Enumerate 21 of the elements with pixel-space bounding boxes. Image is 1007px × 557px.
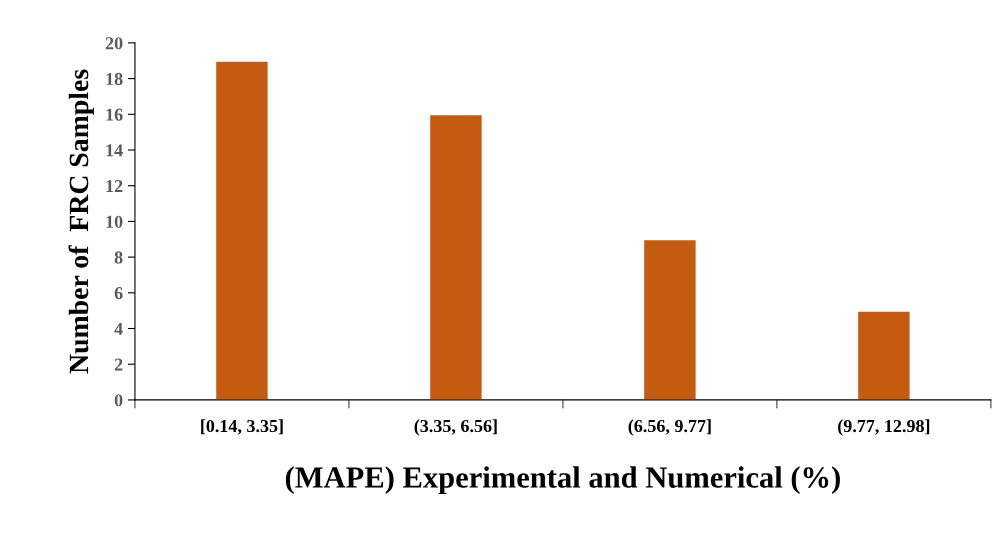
- y-tick-label: 10: [106, 215, 123, 228]
- y-tick-label: 4: [114, 322, 123, 335]
- x-tick-label: [0.14, 3.35]: [201, 419, 283, 435]
- y-tick-label: 14: [106, 144, 123, 157]
- y-tick-label: 16: [106, 108, 123, 121]
- y-tick-label: 0: [114, 394, 123, 407]
- x-axis-title: (MAPE) Experimental and Numerical (%): [285, 466, 840, 495]
- bar: [428, 113, 484, 400]
- y-tick-label: 20: [105, 37, 123, 50]
- y-tick-label: 12: [106, 180, 123, 192]
- x-tick-label: (3.35, 6.56]: [414, 419, 497, 436]
- bar: [214, 59, 270, 400]
- y-tick-label: 8: [114, 251, 123, 264]
- x-tick-label: (6.56, 9.77]: [628, 419, 711, 436]
- x-tick-label: (9.77, 12.98]: [838, 419, 930, 436]
- bar: [642, 238, 698, 400]
- y-tick-label: 6: [114, 287, 123, 300]
- y-axis-title: Number of FRC Samples: [68, 69, 94, 374]
- y-tick-label: 2: [114, 358, 123, 371]
- y-tick-label: 18: [106, 72, 123, 86]
- bar: [856, 309, 912, 400]
